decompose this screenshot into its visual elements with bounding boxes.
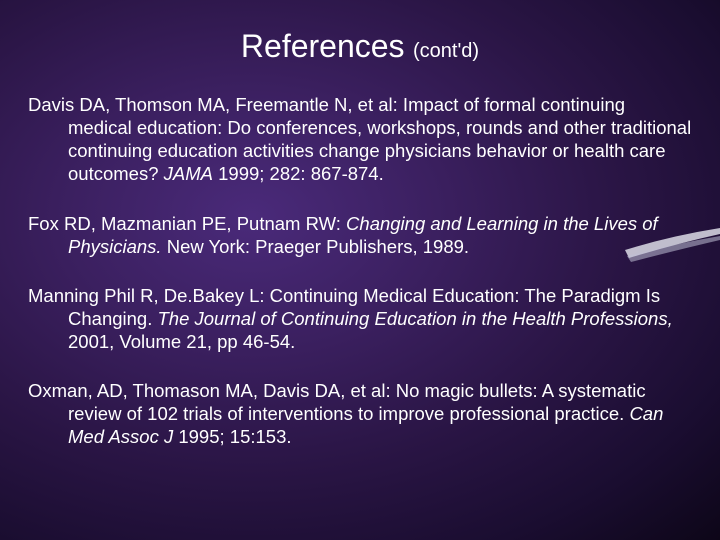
slide-title: References [241, 28, 405, 64]
reference-item: Oxman, AD, Thomason MA, Davis DA, et al:… [28, 379, 692, 448]
ref-text-pre: Oxman, AD, Thomason MA, Davis DA, et al:… [28, 380, 646, 424]
ref-text-post: 2001, Volume 21, pp 46-54. [68, 331, 295, 352]
ref-text-italic: JAMA [164, 163, 213, 184]
title-row: References (cont'd) [28, 28, 692, 65]
ref-text-pre: Fox RD, Mazmanian PE, Putnam RW: [28, 213, 346, 234]
reference-item: Fox RD, Mazmanian PE, Putnam RW: Changin… [28, 212, 692, 258]
ref-text-italic: The Journal of Continuing Education in t… [157, 308, 672, 329]
ref-text-post: 1999; 282: 867-874. [213, 163, 384, 184]
reference-item: Davis DA, Thomson MA, Freemantle N, et a… [28, 93, 692, 186]
slide: References (cont'd) Davis DA, Thomson MA… [0, 0, 720, 540]
references-list: Davis DA, Thomson MA, Freemantle N, et a… [28, 93, 692, 449]
ref-text-post: New York: Praeger Publishers, 1989. [162, 236, 469, 257]
ref-text-post: 1995; 15:153. [173, 426, 291, 447]
reference-item: Manning Phil R, De.Bakey L: Continuing M… [28, 284, 692, 353]
slide-title-suffix: (cont'd) [413, 40, 479, 62]
